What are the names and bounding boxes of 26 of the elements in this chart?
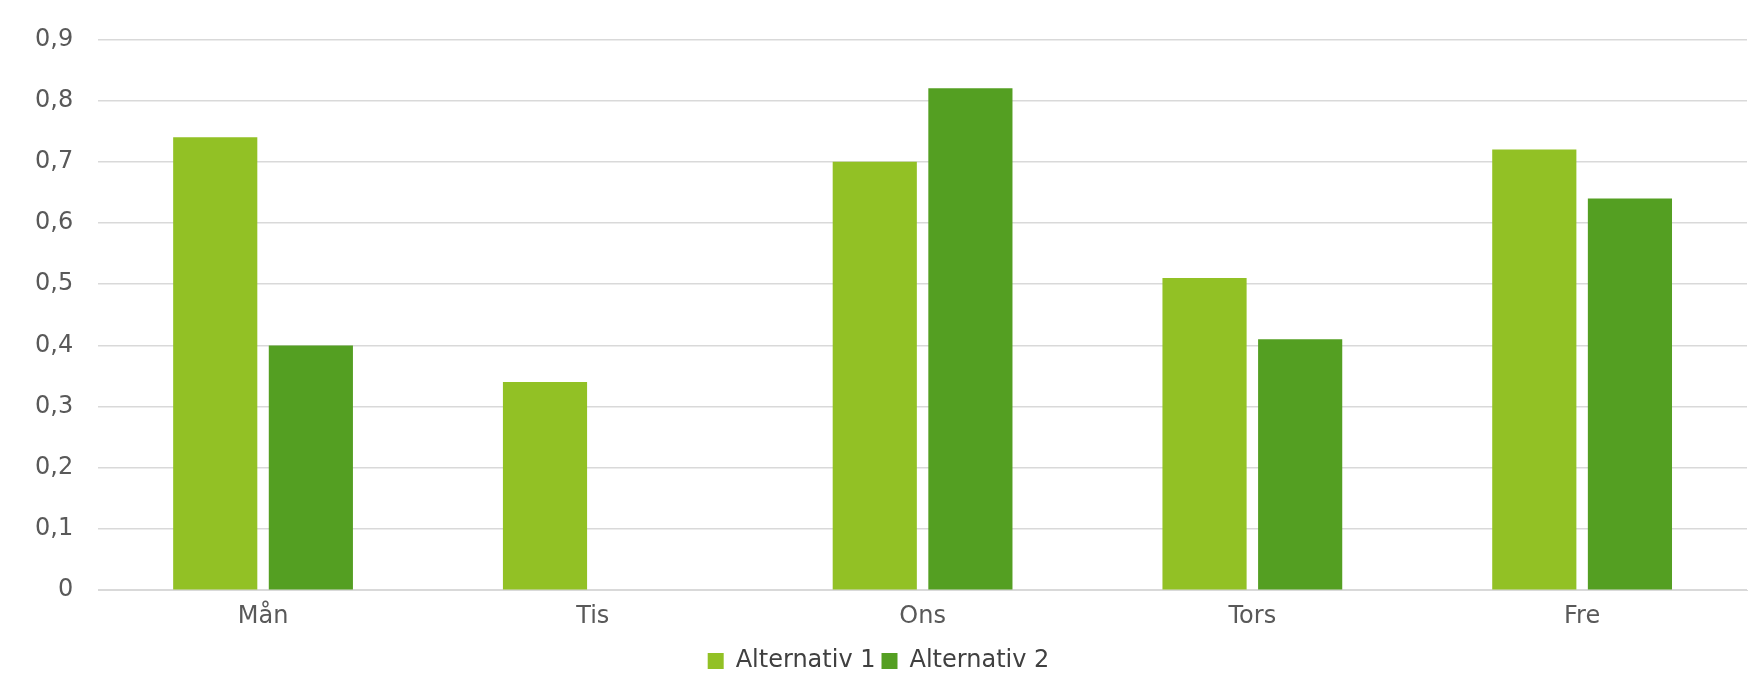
- x-tick-label: Ons: [899, 600, 946, 629]
- bar: [1587, 198, 1673, 590]
- legend-label: Alternativ 2: [909, 645, 1050, 674]
- y-tick-label: 0,1: [35, 513, 74, 542]
- bar: [173, 137, 258, 590]
- x-tick-label: Tis: [575, 600, 610, 629]
- y-tick-label: 0,6: [35, 207, 74, 236]
- bar: [268, 345, 353, 590]
- bar: [1492, 149, 1577, 590]
- bar: [928, 88, 1013, 590]
- y-tick-label: 0,8: [35, 84, 74, 113]
- bar: [1162, 278, 1247, 590]
- y-tick-label: 0,9: [35, 23, 74, 52]
- x-tick-label: Mån: [237, 599, 289, 629]
- legend-label: Alternativ 1: [735, 645, 876, 674]
- x-tick-label: Tors: [1227, 600, 1277, 629]
- y-tick-label: 0,4: [35, 329, 74, 358]
- bar: [1258, 339, 1343, 590]
- x-tick-label: Fre: [1564, 600, 1601, 629]
- bar: [832, 161, 917, 590]
- bar: [502, 382, 588, 590]
- y-tick-label: 0,2: [35, 452, 74, 481]
- y-tick-label: 0,7: [35, 146, 74, 175]
- y-tick-label: 0,5: [35, 268, 74, 297]
- y-tick-label: 0: [57, 574, 74, 603]
- y-tick-label: 0,3: [35, 390, 74, 419]
